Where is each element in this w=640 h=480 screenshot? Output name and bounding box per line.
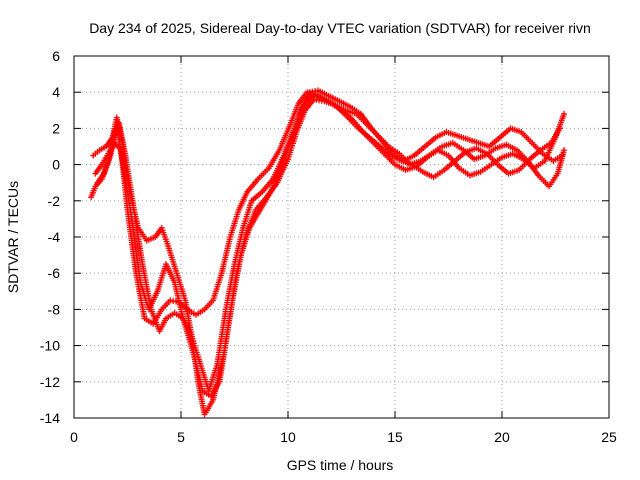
series-track-3 [92, 89, 563, 327]
x-tick-label: 15 [387, 429, 403, 445]
grid-lines [74, 56, 609, 418]
x-tick-label: 5 [177, 429, 185, 445]
series-track-4 [94, 96, 568, 400]
x-tick-label: 20 [494, 429, 510, 445]
y-tick-label: -2 [48, 193, 61, 209]
data-points [88, 87, 568, 418]
x-tick-label: 0 [70, 429, 78, 445]
x-axis-label: GPS time / hours [287, 457, 394, 473]
x-tick-label: 10 [280, 429, 296, 445]
data-point [556, 125, 563, 132]
y-tick-label: 4 [52, 84, 60, 100]
axis-ticks: 0 5 10 15 20 25 -14 -12 -10 -8 -6 -4 -2 0 2 4 6 [40, 48, 617, 445]
y-axis-label: SDTVAR / TECUs [5, 181, 21, 293]
y-tick-label: -6 [48, 265, 61, 281]
y-tick-label: -12 [40, 374, 60, 390]
y-tick-label: -8 [48, 301, 61, 317]
data-point [561, 110, 568, 117]
y-tick-label: -10 [40, 338, 60, 354]
y-tick-label: 2 [52, 120, 60, 136]
chart-title: Day 234 of 2025, Sidereal Day-to-day VTE… [89, 20, 591, 36]
y-tick-label: -4 [48, 229, 61, 245]
series-track-1 [88, 92, 568, 394]
y-tick-label: -14 [40, 410, 60, 426]
y-tick-label: 6 [52, 48, 60, 64]
series-track-2 [90, 87, 565, 418]
data-point [561, 147, 568, 154]
y-tick-label: 0 [52, 157, 60, 173]
x-tick-label: 25 [601, 429, 617, 445]
